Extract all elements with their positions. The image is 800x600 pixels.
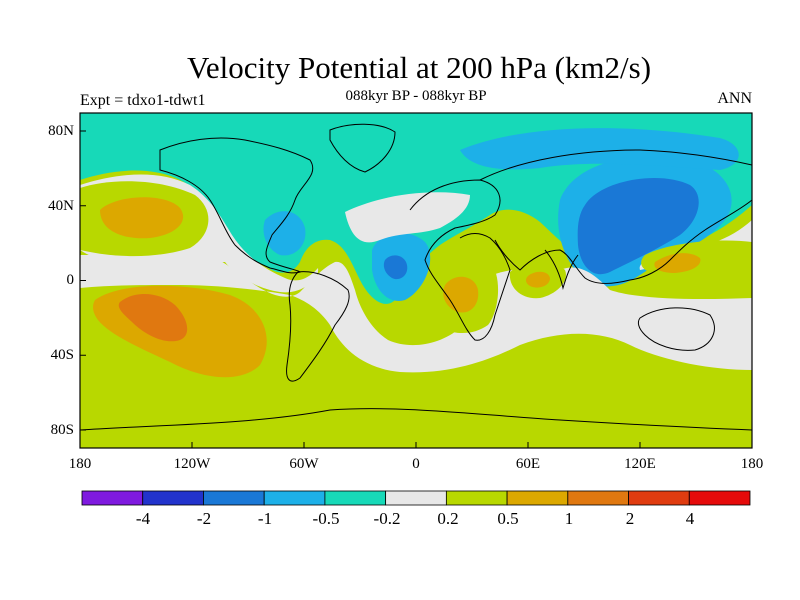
colorbar-label: 1 [564, 509, 574, 528]
colorbar-swatch [263, 490, 326, 506]
colorbar-swatch [385, 490, 447, 506]
coastlines [80, 123, 752, 431]
colorbar-label: 4 [685, 509, 695, 528]
positive-core-west-pacific [654, 253, 701, 273]
y-tick-label: 80S [50, 422, 74, 438]
season-label: ANN [717, 90, 752, 107]
x-tick-label: 180 [68, 456, 92, 472]
x-axis-ticks [79, 442, 753, 448]
map-field [80, 113, 752, 448]
x-tick-label: 0 [412, 456, 420, 472]
x-tick-label: 180 [740, 456, 764, 472]
colorbar-label: -0.2 [373, 509, 401, 528]
x-tick-label: 60W [289, 456, 319, 472]
positive-peak-south-pacific [118, 294, 188, 342]
colorbar-swatch [506, 490, 569, 506]
negative-patch-arctic [460, 128, 739, 170]
colorbar-swatch [567, 490, 629, 506]
colorbar-swatch [688, 490, 751, 506]
y-tick-label: 40N [48, 198, 74, 214]
colorbar-swatch [628, 490, 690, 506]
y-tick-label: 40S [50, 347, 74, 363]
negative-patch-america [263, 211, 306, 256]
colorbar-label: -4 [135, 509, 151, 528]
page-title: Velocity Potential at 200 hPa (km2/s) [186, 50, 652, 85]
y-tick-label: 0 [66, 272, 75, 288]
colorbar-swatch [203, 490, 265, 506]
colorbar-swatch [445, 490, 508, 506]
map-subtitle: 088kyr BP - 088kyr BP [345, 88, 487, 104]
colorbar-label: 2 [625, 509, 635, 528]
neutral-band-pacific [80, 255, 752, 373]
colorbar [81, 490, 751, 506]
positive-core-north-pacific [100, 197, 184, 239]
x-tick-label: 60E [515, 456, 541, 472]
negative-core-asia [577, 177, 699, 275]
experiment-label: Expt = tdxo1-tdwt1 [80, 92, 206, 109]
colorbar-label: -2 [196, 509, 212, 528]
y-axis-ticks [80, 130, 86, 431]
y-tick-label: 80N [48, 123, 74, 139]
colorbar-label: -0.5 [312, 509, 340, 528]
x-tick-label: 120W [173, 456, 211, 472]
colorbar-swatch [324, 490, 387, 506]
colorbar-label: 0.2 [437, 509, 459, 528]
colorbar-label: 0.5 [497, 509, 519, 528]
x-tick-label: 120E [624, 456, 656, 472]
negative-core-atlantic [383, 255, 408, 280]
colorbar-swatch [81, 490, 144, 506]
colorbar-swatch [142, 490, 204, 506]
neutral-band-north-atlantic [345, 192, 470, 243]
positive-core-indian-ocean [525, 271, 550, 288]
colorbar-label: -1 [257, 509, 273, 528]
